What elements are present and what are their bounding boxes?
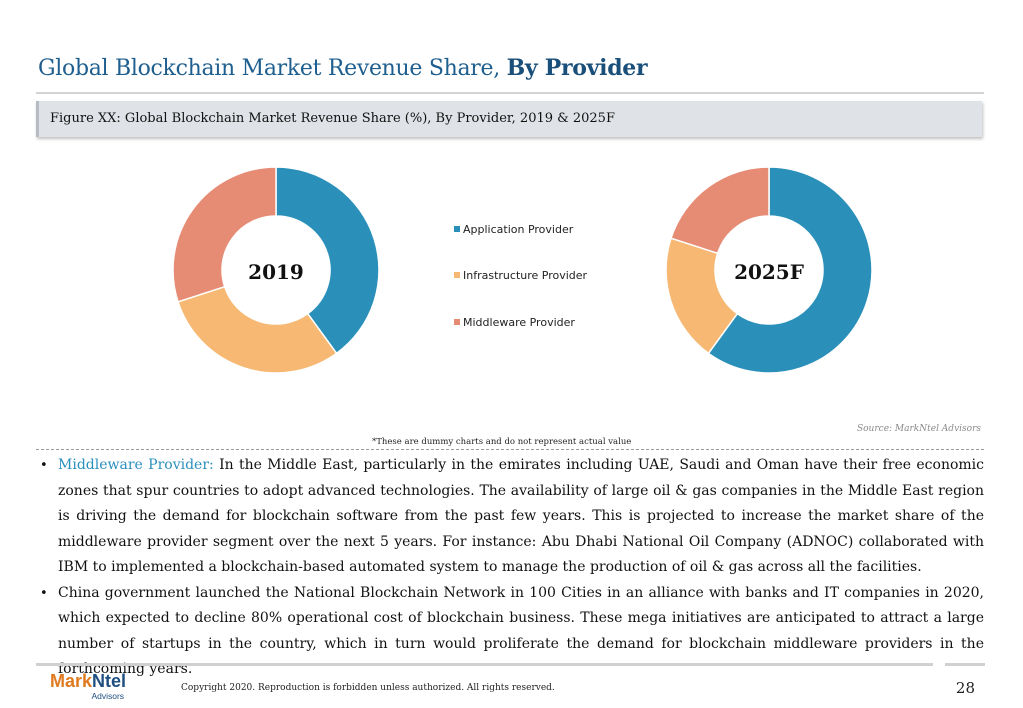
figure-caption: Figure XX: Global Blockchain Market Reve…	[36, 101, 982, 137]
bullet-item: Middleware Provider: In the Middle East,…	[36, 453, 984, 581]
title-regular: Global Blockchain Market Revenue Share,	[38, 56, 500, 81]
slice-application-provider	[707, 166, 873, 374]
page-number: 28	[955, 679, 975, 697]
donut-chart-2019: 2019	[172, 166, 380, 374]
slice-infrastructure-provider	[177, 285, 338, 374]
title-divider	[36, 92, 984, 94]
donut-charts: 2019 2025F Application Provider Infrastru…	[172, 166, 873, 374]
page-title: Global Blockchain Market Revenue Share, …	[38, 55, 648, 81]
bullet-highlight: Middleware Provider:	[58, 457, 214, 473]
logo-wordmark: MarkNtel	[50, 672, 126, 690]
legend-swatch	[454, 272, 460, 278]
dummy-chart-note: *These are dummy charts and do not repre…	[372, 437, 632, 447]
source-note: Source: MarkNtel Advisors	[856, 424, 981, 434]
markntel-logo: MarkNtel Advisors	[50, 672, 126, 701]
logo-part1: Mark	[50, 671, 93, 691]
slice-application-provider	[275, 166, 380, 355]
bullet-text: In the Middle East, particularly in the …	[58, 457, 984, 575]
dashed-divider	[36, 449, 984, 450]
bullet-list: Middleware Provider: In the Middle East,…	[36, 453, 984, 683]
donut-chart-2025f: 2025F	[665, 166, 873, 374]
bullet-item: China government launched the National B…	[36, 581, 984, 683]
legend-swatch	[454, 226, 460, 232]
legend-label: Infrastructure Provider	[463, 269, 588, 282]
donut-center-label: 2019	[248, 260, 304, 284]
legend-label: Middleware Provider	[463, 316, 575, 329]
donut-center-label: 2025F	[734, 260, 804, 284]
copyright-text: Copyright 2020. Reproduction is forbidde…	[181, 683, 555, 693]
footer-divider	[36, 663, 933, 666]
title-bold: By Provider	[506, 55, 648, 81]
logo-subtitle: Advisors	[91, 691, 125, 701]
footer-divider-short	[945, 663, 985, 666]
slice-middleware-provider	[670, 166, 770, 255]
logo-part2: Ntel	[92, 671, 127, 691]
legend-label: Application Provider	[463, 223, 574, 236]
chart-legend: Application Provider Infrastructure Provi…	[454, 223, 588, 329]
slice-middleware-provider	[172, 166, 277, 303]
legend-swatch	[454, 319, 460, 325]
